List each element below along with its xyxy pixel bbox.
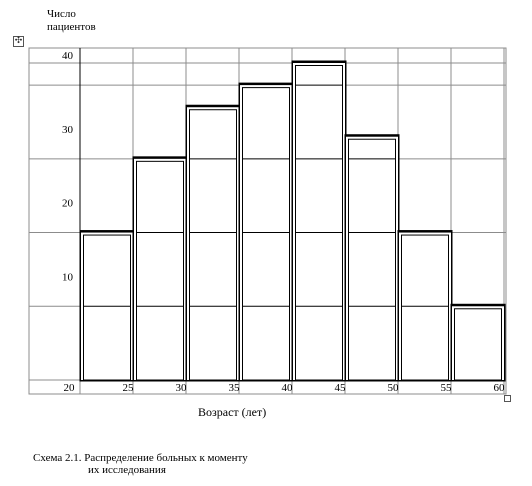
move-handle-icon[interactable]: ✣ bbox=[13, 36, 24, 47]
bar-inner-35-40 bbox=[242, 87, 290, 381]
bar-fill-25-30 bbox=[134, 158, 186, 380]
x-axis-label: Возраст (лет) bbox=[198, 405, 267, 419]
y-tick-label-40: 40 bbox=[62, 50, 74, 62]
bar-inner-50-55 bbox=[401, 234, 449, 381]
bar-fill-45-50 bbox=[346, 136, 398, 380]
x-tick-label-25: 25 bbox=[123, 382, 135, 394]
x-tick-label-60: 60 bbox=[494, 382, 506, 394]
bar-inner-20-25 bbox=[83, 234, 131, 381]
x-tick-label-55: 55 bbox=[441, 382, 453, 394]
resize-handle-icon[interactable] bbox=[504, 395, 511, 402]
caption-line-2: их исследования bbox=[88, 464, 166, 476]
y-axis-label-line-1: Число bbox=[47, 8, 76, 20]
caption-line-1: Схема 2.1. Распределение больных к момен… bbox=[33, 452, 248, 464]
x-tick-label-35: 35 bbox=[229, 382, 241, 394]
bar-inner-25-30 bbox=[136, 160, 184, 381]
bar-fill-30-35 bbox=[187, 107, 239, 381]
y-axis-label-line-2: пациентов bbox=[47, 21, 96, 33]
y-tick-label-20: 20 bbox=[62, 198, 74, 210]
x-tick-label-45: 45 bbox=[335, 382, 347, 394]
bar-fill-55-60 bbox=[452, 306, 504, 380]
bar-inner-55-60 bbox=[454, 308, 502, 381]
y-tick-label-10: 10 bbox=[62, 271, 74, 283]
bar-inner-30-35 bbox=[189, 109, 237, 381]
bar-inner-40-45 bbox=[295, 65, 343, 381]
x-tick-label-20: 20 bbox=[64, 382, 76, 394]
bar-inner-45-50 bbox=[348, 138, 396, 381]
y-tick-label-30: 30 bbox=[62, 124, 74, 136]
x-tick-label-40: 40 bbox=[282, 382, 294, 394]
plot-frame bbox=[28, 47, 507, 395]
x-tick-label-30: 30 bbox=[176, 382, 188, 394]
bar-fill-40-45 bbox=[293, 63, 345, 380]
x-tick-label-50: 50 bbox=[388, 382, 400, 394]
